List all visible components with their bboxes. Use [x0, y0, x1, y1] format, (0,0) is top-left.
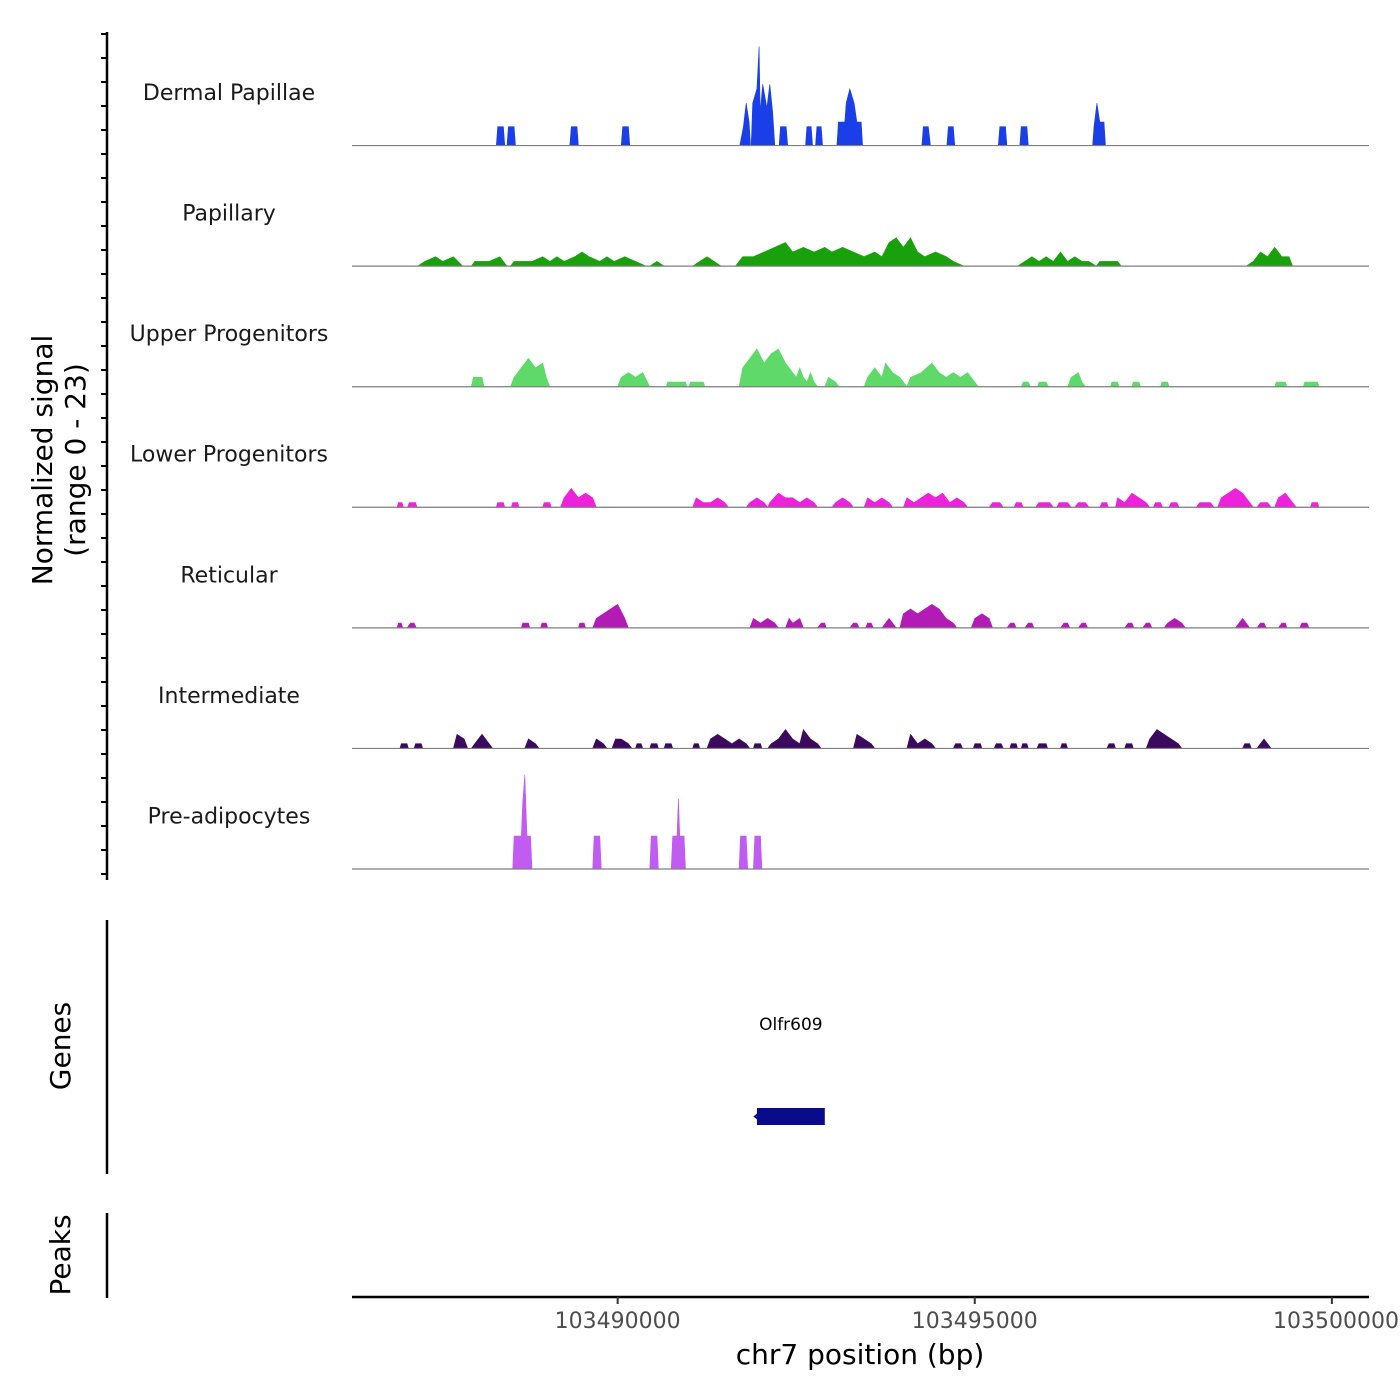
gene-olfr609: Olfr609 [753, 1015, 825, 1125]
strand-arrow-icon [753, 1109, 764, 1124]
gene-label: Olfr609 [759, 1015, 823, 1035]
track-signal-area [512, 774, 763, 870]
track-signal-area [399, 728, 1272, 749]
track-label: Intermediate [158, 684, 300, 709]
track-label: Lower Progenitors [130, 443, 328, 468]
track-label: Upper Progenitors [130, 322, 329, 347]
track-dermal-papillae: Dermal Papillae [143, 46, 1369, 147]
peaks-track-title: Peaks [44, 1214, 77, 1295]
track-intermediate: Intermediate [158, 684, 1369, 750]
track-lower-progenitors: Lower Progenitors [130, 443, 1369, 508]
track-pre-adipocytes: Pre-adipocytes [148, 774, 1369, 870]
track-upper-progenitors: Upper Progenitors [130, 322, 1369, 388]
y-axis-title-line1: Normalized signal [26, 335, 59, 586]
coverage-y-axis-ticks [101, 33, 107, 875]
track-signal-area [396, 603, 1310, 629]
track-label: Papillary [182, 202, 276, 227]
track-signal-area [396, 487, 1320, 508]
track-reticular: Reticular [180, 563, 1369, 629]
track-signal-area [495, 46, 1106, 146]
x-axis-ticks: 103490000 103495000 103500000 [555, 1297, 1399, 1334]
x-axis-title: chr7 position (bp) [736, 1338, 985, 1371]
track-label: Pre-adipocytes [148, 804, 311, 829]
gene-body [756, 1108, 825, 1125]
gene-annotations: Olfr609 [753, 1015, 825, 1125]
track-papillary: Papillary [182, 202, 1369, 267]
track-signal-area [470, 348, 1320, 388]
y-axis-title-line2: (range 0 - 23) [59, 363, 92, 557]
coverage-tracks: Dermal Papillae Papillary Upper Progenitor… [130, 46, 1369, 870]
x-tick-label: 103500000 [1273, 1309, 1399, 1334]
x-tick-label: 103495000 [912, 1309, 1038, 1334]
track-signal-area [416, 237, 1294, 267]
x-tick-label: 103490000 [555, 1309, 681, 1334]
genes-track-title: Genes [44, 1002, 77, 1090]
track-label: Reticular [180, 563, 278, 588]
track-label: Dermal Papillae [143, 81, 315, 106]
